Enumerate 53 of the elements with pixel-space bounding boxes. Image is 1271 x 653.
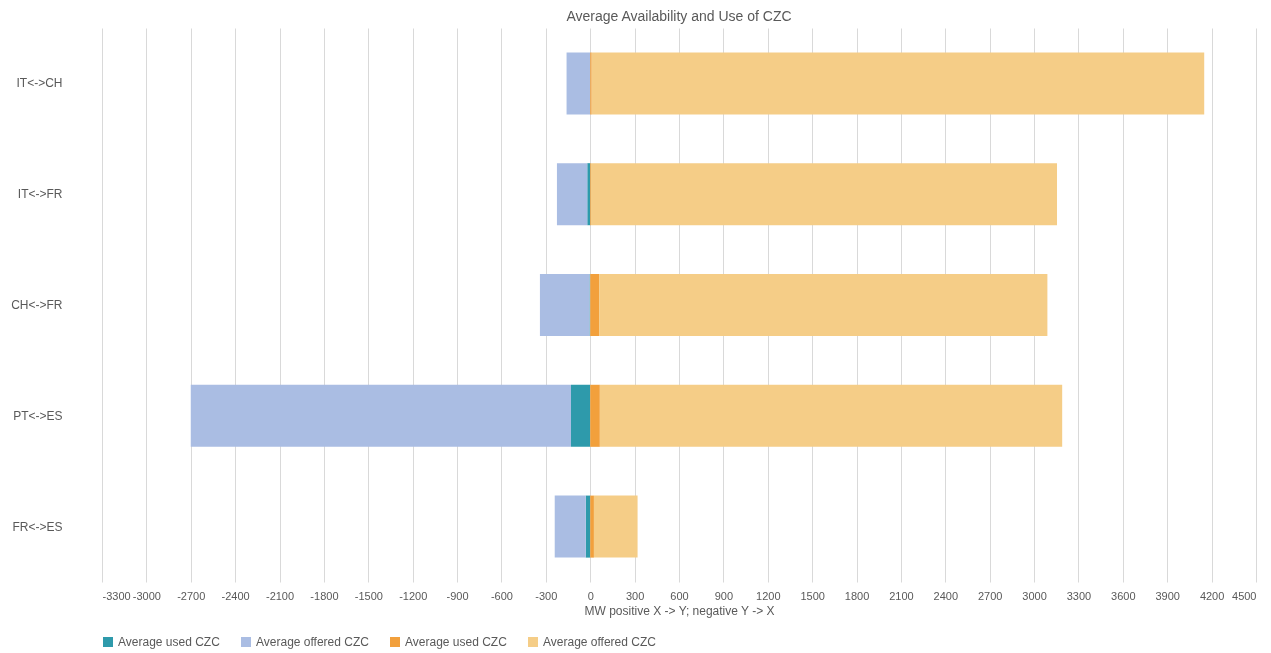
y-tick-label: FR<->ES [12,519,63,534]
x-tick-label: -3000 [132,589,161,602]
x-tick-label: 2700 [977,589,1003,602]
x-axis-title: MW positive X -> Y; negative Y -> X [584,603,775,618]
bar [590,495,594,558]
x-tick-label: 4200 [1199,589,1225,602]
bar [571,384,591,447]
x-tick-label: 3600 [1111,589,1136,602]
x-tick-label: 4500 [1232,589,1257,602]
bar [566,52,591,115]
bar [590,163,1058,226]
bar [585,495,591,558]
x-tick-label: -600 [490,589,513,602]
x-tick-label: -900 [446,589,469,602]
x-tick-label: 1200 [756,589,781,602]
x-tick-label: -2700 [177,589,206,602]
x-tick-label: 1500 [800,589,825,602]
bar [190,384,571,447]
x-tick-label: -1800 [310,589,339,602]
x-tick-label: 600 [670,589,689,602]
bar [590,384,600,447]
x-tick-label: 3000 [1022,589,1047,602]
bar [599,384,1063,447]
x-tick-label: 300 [625,589,645,602]
x-tick-label: 2400 [933,589,959,602]
x-tick-label: 2100 [889,589,914,602]
y-tick-label: IT<->FR [17,187,63,202]
bar [556,163,588,226]
x-tick-label: -3300 [102,589,131,602]
bar [539,273,590,337]
chart-title: Average Availability and Use of CZC [566,8,792,24]
legend-label: Average offered CZC [543,635,657,649]
x-tick-label: -2400 [221,589,250,602]
y-tick-label: IT<->CH [16,76,63,91]
bar [593,495,638,558]
x-tick-label: 3900 [1155,589,1180,602]
x-tick-label: 3300 [1066,589,1092,602]
x-tick-label: -1200 [399,589,428,602]
x-tick-label: 0 [587,589,594,602]
x-tick-label: -2100 [265,589,295,602]
x-tick-label: 900 [714,589,734,602]
legend-label: Average used CZC [405,635,508,649]
legend-label: Average used CZC [118,635,221,649]
x-tick-label: -1500 [354,589,383,602]
y-tick-label: CH<->FR [11,298,63,312]
legend-label: Average offered CZC [256,635,370,649]
x-tick-label: 1800 [844,589,870,602]
bar [590,273,600,337]
bar [599,273,1048,337]
bar [554,495,586,558]
x-tick-label: -300 [535,589,558,602]
bar [591,52,1205,115]
y-tick-label: PT<->ES [13,408,63,423]
